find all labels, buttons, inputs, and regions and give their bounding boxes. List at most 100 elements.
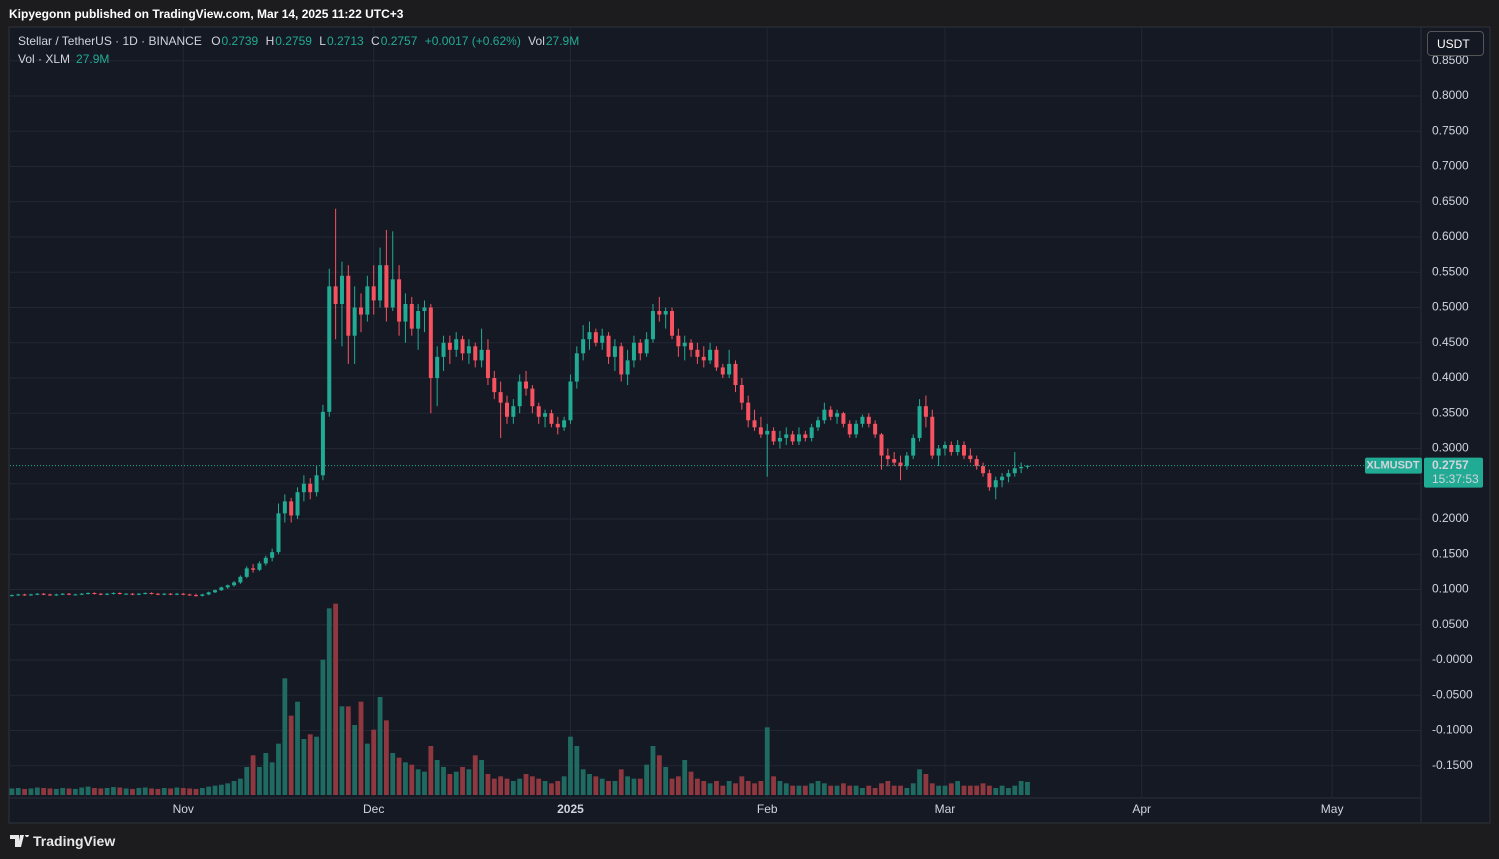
y-tick-label: 0.7500 <box>1432 123 1469 137</box>
volume-bar <box>764 727 770 795</box>
volume-bar <box>472 755 478 795</box>
candle-body <box>955 444 960 453</box>
volume-bar <box>599 778 605 795</box>
candle-body <box>968 455 973 460</box>
volume-bar <box>879 783 884 795</box>
candle-body <box>796 434 801 442</box>
candle-body <box>593 332 598 343</box>
volume-bar <box>644 764 650 795</box>
legend-key: C <box>371 34 380 48</box>
volume-bar <box>428 746 434 795</box>
candle-body <box>676 335 681 347</box>
candle-body <box>346 275 351 336</box>
legend-value: 0.2757 <box>380 34 418 48</box>
candle-body <box>333 286 338 304</box>
candle-body <box>657 311 662 315</box>
volume-bar <box>60 788 66 795</box>
volume-bar <box>288 715 294 795</box>
volume-bar <box>390 753 396 795</box>
candle-body <box>136 593 141 595</box>
volume-bar <box>104 788 110 795</box>
candle-body <box>301 483 306 493</box>
volume-bar <box>1018 781 1024 795</box>
candle-body <box>600 335 605 343</box>
volume-bar <box>47 788 53 795</box>
volume-bar <box>447 774 453 795</box>
volume-bar <box>752 783 757 795</box>
candle-body <box>92 593 97 595</box>
candle-body <box>28 594 33 596</box>
candle-body <box>739 385 744 403</box>
candle-body <box>47 594 52 596</box>
candle-body <box>574 353 579 382</box>
candle-body <box>251 568 256 570</box>
candle-body <box>54 594 59 596</box>
y-tick-label: 0.6000 <box>1432 229 1469 243</box>
candle-body <box>606 335 611 357</box>
candle-body <box>86 593 91 595</box>
volume-bar <box>371 729 377 795</box>
volume-bar <box>993 788 999 795</box>
volume-bar <box>409 764 415 795</box>
candle-body <box>631 342 636 361</box>
volume-bar <box>53 788 59 795</box>
volume-bar <box>695 778 700 795</box>
candle-body <box>454 339 459 350</box>
y-tick-label: 0.3000 <box>1432 441 1469 455</box>
volume-bar <box>28 788 34 795</box>
volume-bar <box>726 781 732 795</box>
candle-body <box>232 582 237 586</box>
volume-bar <box>866 785 872 795</box>
volume-bar <box>1006 788 1011 795</box>
volume-bar <box>688 771 694 795</box>
currency-button[interactable]: USDT <box>1427 31 1484 56</box>
price-label: 0.2757 <box>1432 458 1469 472</box>
candle-body <box>828 409 833 417</box>
candle-body <box>689 342 694 350</box>
candle-body <box>403 303 408 322</box>
candle-body <box>187 594 192 596</box>
candle-body <box>720 367 725 375</box>
candle-body <box>320 411 325 476</box>
candle-body <box>143 593 148 595</box>
candle-body <box>758 427 763 435</box>
candle-body <box>587 332 592 340</box>
candle-body <box>1000 476 1005 481</box>
volume-bar <box>898 785 903 795</box>
candle-body <box>327 286 332 412</box>
y-tick-label: 0.6500 <box>1432 194 1469 208</box>
volume-bar <box>853 785 859 795</box>
candle-body <box>257 563 262 570</box>
candle-body <box>390 279 395 308</box>
volume-bar <box>536 778 542 795</box>
candle-body <box>9 595 14 597</box>
y-tick-label: -0.0500 <box>1432 687 1473 701</box>
candle-body <box>441 342 446 357</box>
volume-bar <box>238 778 243 795</box>
legend-change: +0.0017 (+0.62%) <box>424 34 521 48</box>
legend-value: 0.2713 <box>326 34 364 48</box>
candle-body <box>885 455 890 460</box>
candle-body <box>822 409 827 421</box>
candle-body <box>974 459 979 467</box>
candle-body <box>435 356 440 378</box>
candle-body <box>860 416 865 424</box>
volume-bar <box>809 783 815 795</box>
y-tick-label: -0.1000 <box>1432 723 1473 737</box>
candle-body <box>409 303 414 329</box>
candle-body <box>416 311 421 329</box>
candle-body <box>1006 473 1011 477</box>
volume-bar <box>891 785 897 795</box>
volume-bar <box>872 788 878 795</box>
volume-bar <box>206 786 212 795</box>
candle-body <box>504 402 509 417</box>
volume-bar <box>745 781 751 795</box>
candle-body <box>1012 468 1017 474</box>
volume-bar <box>314 736 319 795</box>
volume-bar <box>650 746 656 795</box>
y-tick-label: 0.7000 <box>1432 159 1469 173</box>
candle-body <box>22 594 27 596</box>
volume-bar <box>396 757 402 795</box>
volume-bar <box>479 760 485 795</box>
